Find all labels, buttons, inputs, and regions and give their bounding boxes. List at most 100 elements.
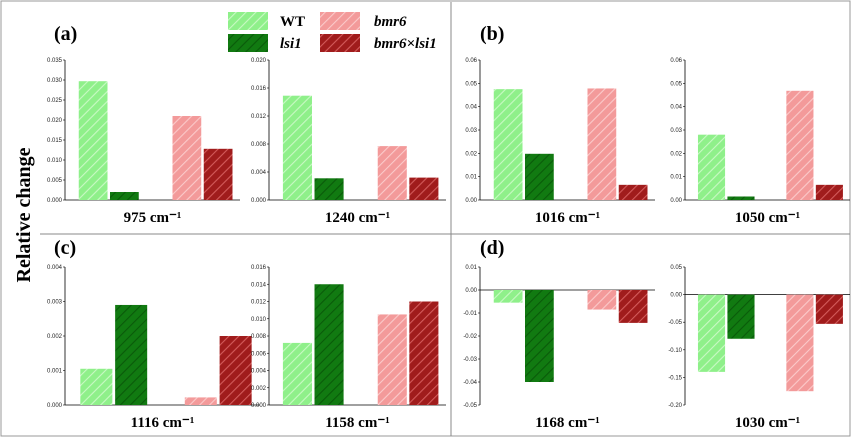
y-tick-label: 0.008 (251, 142, 267, 148)
bar-lsi1 (525, 153, 554, 200)
y-tick-label: 0.003 (47, 300, 63, 306)
y-tick-label: 0.025 (47, 98, 63, 104)
legend-label-lsi1: lsi1 (280, 36, 302, 52)
panel-letter-c: (c) (54, 237, 76, 259)
y-tick-label: 0.016 (251, 265, 267, 271)
y-tick-label: -0.05 (463, 403, 477, 409)
bar-wt (493, 89, 523, 200)
bar-bmr6-lsi1 (815, 184, 843, 200)
wavenumber-label: 1050 cm⁻¹ (735, 210, 800, 226)
y-tick-label: -0.20 (668, 403, 682, 409)
bar-bmr6 (587, 290, 617, 310)
bar-bmr6-lsi1 (815, 294, 843, 324)
y-tick-label: 0.03 (465, 128, 477, 134)
y-tick-label: 0.006 (251, 351, 267, 357)
legend-swatch-lsi1 (228, 34, 268, 52)
y-axis-label: Relative change (13, 147, 35, 282)
y-tick-label: 0.02 (465, 151, 477, 157)
bar-lsi1 (110, 192, 139, 200)
y-tick-label: 0.04 (670, 105, 682, 111)
y-tick-label: 0.000 (251, 403, 267, 409)
y-tick-label: 0.008 (251, 334, 267, 340)
bar-bmr6 (377, 314, 407, 405)
legend-swatch-wt (228, 12, 268, 30)
y-tick-label: -0.01 (463, 311, 477, 317)
y-tick-label: 0.01 (465, 175, 477, 181)
y-tick-label: 0.035 (47, 58, 63, 64)
subplot-1240: 0.000 0.004 0.008 0.012 0.016 0.020 1240 cm⁻¹ (251, 58, 446, 226)
legend: WT lsi1 bmr6 bmr6×lsi1 (228, 12, 437, 52)
panel-letter-a: (a) (54, 23, 77, 45)
y-tick-label: 0.004 (251, 369, 267, 375)
y-tick-label: 0.02 (670, 151, 682, 157)
subplot-1116: 0.000 0.001 0.002 0.003 0.004 1116 cm⁻¹ (47, 265, 260, 431)
y-tick-label: 0.04 (465, 105, 477, 111)
bar-bmr6-lsi1 (618, 290, 648, 323)
y-tick-label: 0.00 (465, 198, 477, 204)
panel-letter-d: (d) (480, 237, 504, 259)
y-tick-label: -0.05 (668, 320, 682, 326)
y-tick-label: 0.010 (47, 158, 63, 164)
y-tick-label: -0.04 (463, 380, 477, 386)
bar-bmr6-lsi1 (618, 184, 648, 200)
wavenumber-label: 1116 cm⁻¹ (131, 415, 195, 431)
bar-wt (697, 134, 726, 200)
legend-swatch-bmr6 (320, 12, 360, 30)
bar-wt (697, 294, 726, 372)
bar-wt (282, 342, 312, 405)
bar-wt (282, 95, 312, 200)
wavenumber-label: 1016 cm⁻¹ (535, 210, 600, 226)
wavenumber-label: 975 cm⁻¹ (124, 210, 182, 226)
y-tick-label: 0.004 (47, 265, 63, 271)
legend-label-bmr6xlsi1: bmr6×lsi1 (374, 36, 437, 52)
y-tick-label: 0.002 (251, 386, 267, 392)
y-tick-label: 0.03 (670, 128, 682, 134)
bar-wt (78, 81, 108, 200)
bar-lsi1 (727, 294, 755, 339)
y-tick-label: 0.06 (465, 58, 477, 64)
y-tick-label: 0.06 (670, 58, 682, 64)
bar-bmr6-lsi1 (219, 336, 252, 405)
y-tick-label: 0.01 (670, 175, 682, 181)
subplot-1016: 0.00 0.01 0.02 0.03 0.04 0.05 0.06 1016 cm⁻¹ (465, 58, 655, 226)
bar-bmr6-lsi1 (409, 177, 439, 200)
bar-bmr6 (184, 397, 217, 405)
y-tick-label: 0.010 (251, 317, 267, 323)
bar-lsi1 (525, 290, 554, 382)
y-tick-label: 0.005 (47, 178, 63, 184)
y-tick-label: 0.016 (251, 86, 267, 92)
subplot-1050: 0.00 0.01 0.02 0.03 0.04 0.05 0.06 1050 cm⁻¹ (670, 58, 850, 226)
y-tick-label: 0.00 (670, 293, 682, 299)
subplot-975: 0.000 0.005 0.010 0.015 0.020 0.025 0.030 0.035… (47, 58, 240, 226)
y-tick-label: 0.014 (251, 282, 267, 288)
y-tick-label: 0.001 (47, 369, 63, 375)
bar-bmr6 (786, 294, 814, 392)
y-tick-label: 0.004 (251, 170, 267, 176)
y-tick-label: -0.15 (668, 375, 682, 381)
y-tick-label: 0.012 (251, 300, 267, 306)
y-tick-label: 0.05 (465, 81, 477, 87)
y-tick-label: 0.002 (47, 334, 63, 340)
y-tick-label: 0.00 (670, 198, 682, 204)
subplot-1030: -0.20 -0.15 -0.10 -0.05 0.00 0.05 1030 cm⁻¹ (668, 265, 850, 431)
y-tick-label: -0.10 (668, 348, 682, 354)
bar-bmr6 (786, 90, 814, 200)
y-tick-label: 0.015 (47, 138, 63, 144)
wavenumber-label: 1168 cm⁻¹ (535, 415, 600, 431)
y-tick-label: 0.012 (251, 114, 267, 120)
y-tick-label: 0.020 (47, 118, 63, 124)
y-tick-label: -0.03 (463, 357, 477, 363)
bar-bmr6 (377, 146, 407, 200)
y-tick-label: 0.020 (251, 58, 267, 64)
wavenumber-label: 1240 cm⁻¹ (325, 210, 390, 226)
panel-letter-b: (b) (480, 23, 504, 45)
bar-wt (493, 290, 523, 303)
y-tick-label: 0.00 (465, 288, 477, 294)
y-tick-label: 0.000 (47, 403, 63, 409)
legend-swatch-bmr6xlsi1 (320, 34, 360, 52)
bar-wt (80, 368, 113, 405)
bar-lsi1 (727, 196, 755, 200)
subplot-1158: 0.000 0.002 0.004 0.006 0.008 0.010 0.012 0.014… (251, 265, 446, 431)
y-tick-label: 0.05 (670, 265, 682, 271)
